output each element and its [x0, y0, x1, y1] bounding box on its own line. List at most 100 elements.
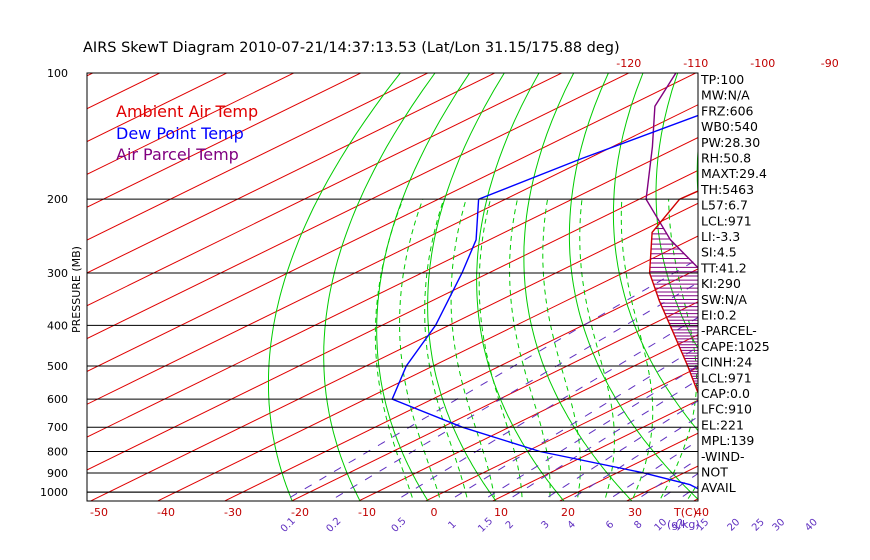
index-entry: CINH:24 — [701, 355, 752, 370]
isotherm-line — [223, 268, 698, 501]
legend-dew-point: Dew Point Temp — [116, 124, 244, 143]
index-entry: MPL:139 — [701, 433, 754, 448]
dry-adiabat — [568, 73, 698, 500]
pressure-tick-label: 200 — [47, 193, 68, 206]
dry-adiabat — [612, 73, 698, 432]
mixing-ratio-label: 1 — [446, 519, 458, 531]
bottom-temp-tick-label: -10 — [358, 506, 376, 519]
mixing-ratio-line — [328, 282, 698, 501]
y-axis-label: PRESSURE (MB) — [70, 246, 83, 333]
moist-adiabat — [509, 199, 551, 501]
dry-adiabat — [523, 73, 633, 501]
pressure-tick-label: 1000 — [40, 486, 68, 499]
parcel-temp-line — [645, 73, 698, 269]
moist-adiabat — [817, 199, 870, 506]
mixing-ratio-label: 4 — [566, 519, 578, 531]
dry-adiabat — [737, 32, 870, 506]
pressure-tick-labels: 100 200 300 400 500 600 700 800 900 1000 — [40, 67, 68, 499]
moist-adiabat — [399, 199, 442, 501]
index-entry: EI:0.2 — [701, 308, 737, 323]
mixing-ratio-line — [283, 258, 698, 501]
dry-adiabat — [476, 73, 565, 501]
isotherm-line — [87, 73, 94, 77]
bottom-temp-tick-label: 10 — [494, 506, 508, 519]
top-temp-tick-labels: -120-110-100-90-80-70-60-50-40 — [616, 57, 839, 70]
chart-title: AIRS SkewT Diagram 2010-07-21/14:37:13.5… — [83, 40, 620, 56]
mixing-ratio-label: 30 — [771, 517, 788, 534]
pressure-tick-label: 400 — [47, 319, 68, 332]
moist-adiabat — [790, 199, 870, 506]
index-entry: AVAIL — [701, 480, 736, 495]
mixing-ratio-line — [748, 73, 870, 506]
isotherm-line — [87, 104, 698, 405]
moist-adiabat — [542, 199, 581, 501]
index-entry: SI:4.5 — [701, 245, 737, 260]
isotherm-line — [424, 366, 698, 501]
legend: Ambient Air Temp Dew Point Temp Air Parc… — [116, 102, 258, 164]
bottom-temp-tick-label: -40 — [157, 506, 175, 519]
bottom-temp-tick-label: 0 — [431, 506, 438, 519]
pressure-lines — [87, 198, 698, 493]
isotherm-line — [87, 73, 161, 110]
dry-adiabat — [376, 73, 471, 501]
dry-adiabat — [323, 73, 436, 501]
mixing-ratio-line — [541, 400, 698, 501]
isotherm-line — [87, 73, 630, 340]
mixing-ratio-label: 8 — [632, 519, 644, 531]
mixing-ratio-line — [567, 416, 698, 501]
index-entry: -WIND- — [701, 449, 745, 464]
dry-adiabat — [814, 32, 870, 506]
index-entry: MAXT:29.4 — [701, 166, 767, 181]
top-temp-tick-label: -90 — [821, 57, 839, 70]
dry-adiabat — [776, 32, 870, 506]
mixing-ratio-label: 20 — [726, 517, 743, 534]
bottom-temp-tick-label: -20 — [291, 506, 309, 519]
index-entry: MW:N/A — [701, 88, 750, 103]
index-entry: LI:-3.3 — [701, 229, 740, 244]
mixing-ratio-label: 1.5 — [476, 516, 495, 535]
isotherm-line — [87, 169, 698, 471]
mixing-ratio-label: 25 — [750, 517, 767, 534]
isotherm-line — [87, 73, 697, 372]
isotherm-line — [817, 8, 870, 506]
pressure-tick-label: 500 — [47, 360, 68, 373]
mixing-ratio-line — [675, 485, 698, 501]
index-entry: TP:100 — [700, 72, 744, 87]
pressure-tick-label: 900 — [47, 467, 68, 480]
dry-adiabat — [850, 32, 870, 506]
moist-adiabat — [579, 199, 615, 501]
dry-adiabat — [655, 73, 698, 350]
index-entry: TT:41.2 — [700, 260, 747, 275]
pressure-tick-label: 800 — [47, 446, 68, 459]
index-entry: CAP:0.0 — [701, 386, 750, 401]
bottom-temp-tick-label: -50 — [90, 506, 108, 519]
top-temp-tick-label: -100 — [750, 57, 775, 70]
index-entry: NOT — [701, 465, 728, 480]
mixing-ratio-line — [605, 440, 698, 501]
mixing-ratio-line — [505, 379, 698, 501]
moist-adiabat — [620, 199, 654, 501]
index-entry: KI:290 — [701, 276, 741, 291]
mixing-ratio-label: 0.2 — [324, 516, 343, 535]
mixing-ratio-line — [634, 458, 698, 501]
index-entry: L57:6.7 — [701, 198, 748, 213]
mixing-ratio-label: 2 — [504, 519, 516, 531]
mixing-ratio-label: 0.5 — [390, 516, 409, 535]
dry-adiabat — [427, 73, 505, 501]
index-entry: LFC:910 — [701, 402, 752, 417]
mixing-ratio-line — [802, 73, 870, 506]
bottom-temp-tick-label: 20 — [561, 506, 575, 519]
isotherm-line — [87, 73, 563, 307]
moist-adiabat — [764, 199, 870, 506]
mixing-ratio-line — [656, 472, 698, 501]
moist-adiabat — [424, 199, 469, 501]
isotherm-line — [357, 334, 698, 501]
mixing-ratio-line — [480, 365, 698, 501]
mixing-ratio-label: 40 — [803, 517, 820, 534]
profiles — [391, 73, 698, 490]
index-entry: RH:50.8 — [701, 151, 751, 166]
isotherm-line — [290, 301, 698, 501]
bottom-temp-tick-label: -30 — [224, 506, 242, 519]
isotherm-line — [87, 73, 295, 175]
